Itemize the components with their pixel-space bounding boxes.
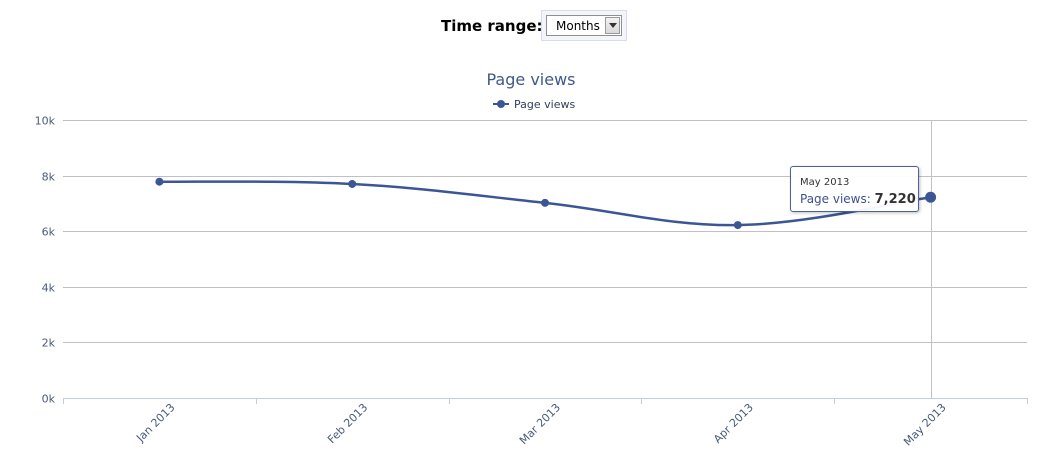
data-point[interactable] [733, 221, 742, 230]
tooltip-line: Page views: 7,220 [800, 192, 916, 207]
time-range-select-frame: Months [541, 10, 627, 41]
y-tick-label: 10k [35, 115, 56, 128]
grid-lines [63, 120, 1027, 399]
data-point[interactable] [925, 191, 937, 203]
tooltip-value: 7,220 [874, 192, 916, 207]
time-range-select[interactable]: Months [546, 15, 622, 36]
toolbar: Time range: Months [0, 10, 1057, 44]
x-tick-label: Apr 2013 [711, 401, 756, 446]
time-range-select-value: Months [556, 19, 600, 33]
data-point[interactable] [348, 179, 357, 188]
x-tick-label: May 2013 [901, 401, 949, 449]
x-axis: Jan 2013 Feb 2013 Mar 2013 Apr 2013 May 2013 [63, 398, 1028, 449]
data-point[interactable] [155, 177, 164, 186]
tooltip: May 2013 Page views: 7,220 [790, 166, 919, 212]
x-tick-label: Mar 2013 [517, 401, 563, 447]
y-tick-label: 4k [42, 282, 56, 295]
y-tick-label: 2k [42, 337, 56, 350]
chart-title: Page views [487, 70, 576, 89]
legend-label: Page views [514, 98, 575, 111]
tooltip-date: May 2013 [800, 177, 850, 188]
chevron-down-icon[interactable] [605, 17, 620, 34]
series-points [155, 177, 937, 230]
y-tick-label: 6k [42, 226, 56, 239]
y-tick-label: 8k [42, 171, 56, 184]
time-range-label: Time range: [441, 17, 543, 35]
y-tick-label: 0k [42, 393, 56, 406]
y-axis: 0k 2k 4k 6k 8k 10k [35, 115, 56, 406]
tooltip-series-label: Page views: [800, 192, 871, 206]
chart-legend[interactable]: Page views [493, 98, 575, 111]
data-point[interactable] [541, 198, 549, 207]
legend-marker [497, 100, 505, 108]
x-tick-label: Feb 2013 [325, 401, 370, 446]
x-tick-label: Jan 2013 [133, 401, 177, 445]
